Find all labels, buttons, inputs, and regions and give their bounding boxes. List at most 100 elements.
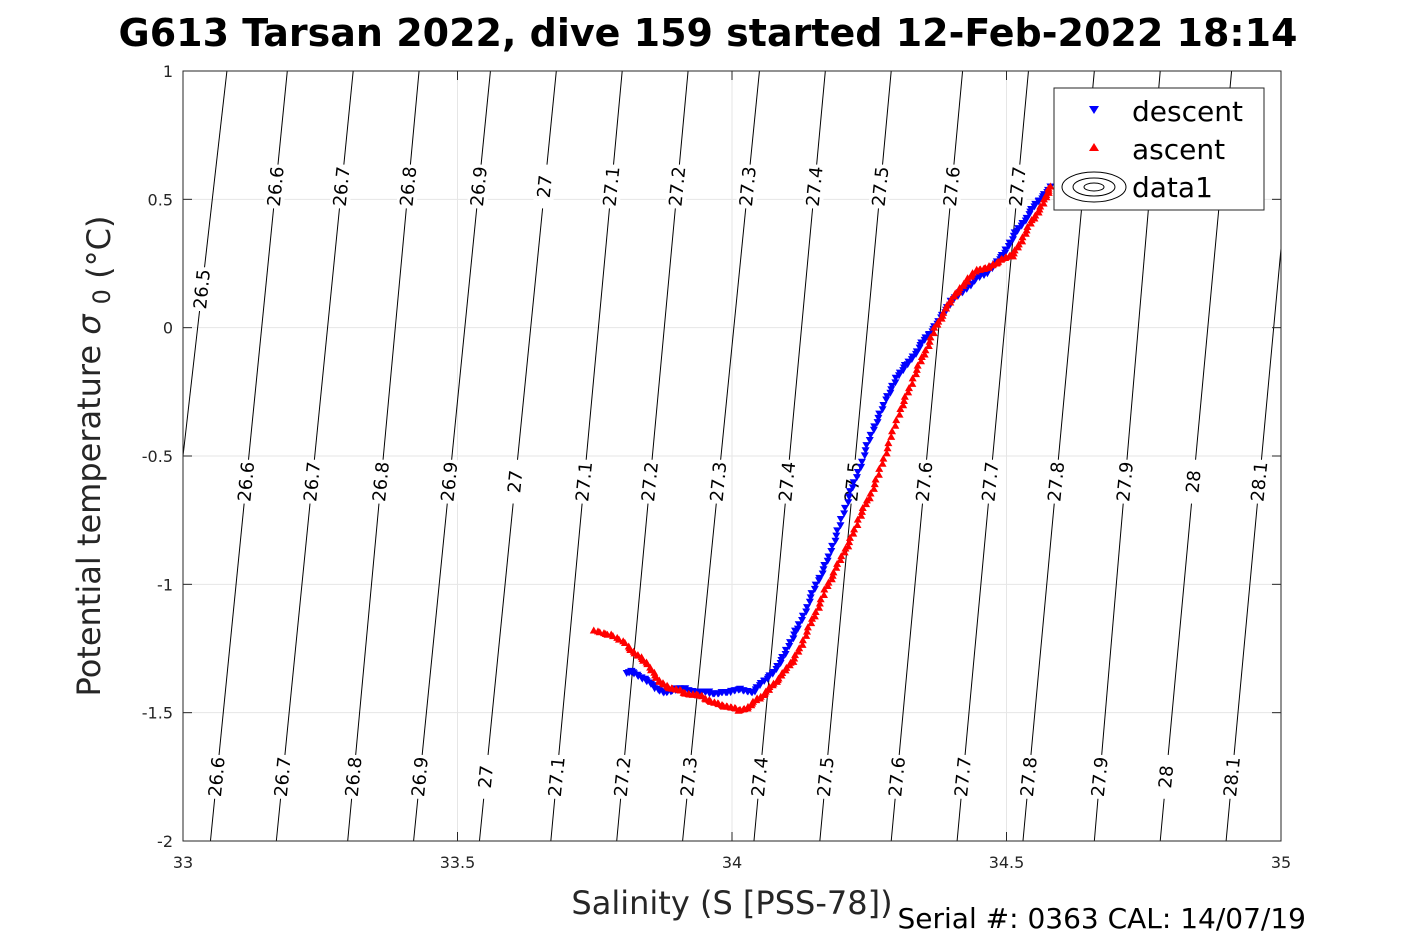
contour-label-text: 27.5 <box>814 756 839 798</box>
contour-label-text: 26.5 <box>190 268 215 310</box>
descent-point <box>831 537 840 545</box>
contour-label-text: 26.6 <box>234 461 259 503</box>
contour-label-28.1: 28.1 <box>1219 753 1245 800</box>
x-tick-label: 34 <box>722 853 742 872</box>
contour-label-bg <box>775 458 800 505</box>
descent-point <box>815 574 824 582</box>
contour-label-text: 28 <box>1155 764 1178 789</box>
contour-label-26.6: 26.6 <box>204 753 230 800</box>
ascent-point <box>924 341 933 349</box>
descent-point <box>862 442 871 450</box>
descent-point <box>888 382 897 390</box>
ascent-point <box>888 427 897 435</box>
x-tick-label: 33.5 <box>440 853 476 872</box>
ascent-point <box>829 568 838 576</box>
y-axis-label-symbol: σ <box>70 313 108 335</box>
ascent-point <box>908 379 917 387</box>
contour-label-27.2: 27.2 <box>665 163 690 210</box>
ascent-point <box>895 410 904 418</box>
contour-label-text: 27.1 <box>600 166 625 208</box>
contour-label-bg <box>1181 458 1206 505</box>
contour-label-27.9: 27.9 <box>1087 753 1113 800</box>
descent-point <box>778 654 787 662</box>
ascent-point <box>845 538 854 546</box>
contour-label-text: 27.1 <box>545 756 570 798</box>
ascent-point <box>1039 199 1048 207</box>
contour-line-26.5 <box>183 71 228 461</box>
contour-label-bg <box>1087 753 1112 800</box>
descent-point <box>857 463 866 471</box>
descent-point <box>790 631 799 639</box>
legend-descent-marker <box>1089 106 1099 114</box>
y-tick-label: -2 <box>157 832 173 851</box>
ascent-point <box>926 333 935 341</box>
x-axis-label: Salinity (S [PSS-78]) <box>571 884 892 922</box>
contour-label-bg <box>263 163 288 210</box>
ascent-point <box>857 507 866 515</box>
y-tick-label: 0 <box>163 319 173 338</box>
contour-label-text: 27.8 <box>1017 756 1042 798</box>
ascent-point <box>921 346 930 354</box>
ascent-point <box>840 548 849 556</box>
contour-label-bg <box>204 753 229 800</box>
contour-label-bg <box>270 753 295 800</box>
contour-label-text: 27 <box>534 174 557 199</box>
descent-point <box>832 532 841 540</box>
y-axis-label-unit: (°C) <box>80 216 118 279</box>
contour-label-bg <box>1016 753 1042 800</box>
descent-point <box>853 469 862 476</box>
ascent-point <box>929 329 938 337</box>
contour-label-27.2: 27.2 <box>637 458 663 505</box>
contour-label-bg <box>437 458 462 505</box>
contour-label-text: 26.9 <box>438 461 463 503</box>
ascent-point <box>878 459 887 467</box>
descent-point <box>845 493 854 501</box>
descent-point <box>875 410 884 418</box>
contour-label-27: 27 <box>503 458 528 505</box>
contour-label-bg <box>189 266 215 313</box>
contour-label-27.6: 27.6 <box>912 458 937 505</box>
ascent-point <box>803 623 812 631</box>
descent-point <box>803 604 812 612</box>
ascent-point <box>912 370 920 378</box>
contour-label-text: 26.8 <box>342 756 367 798</box>
contour-label-26.6: 26.6 <box>234 458 259 505</box>
descent-point <box>849 479 858 487</box>
y-axis-ticks: -2 -1.5 -1 -0.5 0 0.5 1 <box>142 62 1281 851</box>
descent-point <box>836 515 845 523</box>
contour-label-bg <box>300 458 325 505</box>
ascent-point <box>916 357 925 365</box>
y-axis-label-subscript: 0 <box>88 289 116 304</box>
descent-point <box>1009 232 1018 240</box>
contour-label-bg <box>473 753 499 800</box>
contour-label-26.8: 26.8 <box>368 458 394 505</box>
contour-label-bg <box>572 458 597 505</box>
contour-label-text: 27.9 <box>1113 461 1138 503</box>
contour-label-27.3: 27.3 <box>735 163 761 210</box>
contour-label-27.1: 27.1 <box>599 163 625 210</box>
descent-point <box>1004 243 1013 251</box>
y-tick-label: 1 <box>163 62 173 81</box>
descent-point <box>805 598 814 606</box>
svg-text:Potential temperature: Potential temperature σ 0 (°C) <box>70 216 118 697</box>
contour-label-text: 27.7 <box>951 756 976 798</box>
ascent-point <box>925 337 934 345</box>
contour-label-text: 27.5 <box>869 166 894 208</box>
descent-point <box>882 396 891 404</box>
ascent-point <box>904 388 913 396</box>
contour-label-bg <box>637 458 663 505</box>
contour-label-27.6: 27.6 <box>885 753 910 800</box>
contour-label-27.6: 27.6 <box>939 163 965 210</box>
contour-label-text: 27.2 <box>665 166 690 208</box>
descent-point <box>828 542 837 550</box>
contour-label-bg <box>868 163 893 210</box>
contour-label-bg <box>407 753 433 800</box>
contour-label-26.5: 26.5 <box>189 266 215 313</box>
contour-label-bg <box>706 458 731 505</box>
legend-ascent-label: ascent <box>1132 133 1225 166</box>
contour-label-text: 27.4 <box>775 461 800 503</box>
ascent-point <box>849 529 858 537</box>
contour-label-26.9: 26.9 <box>466 163 492 210</box>
contour-label-text: 28.1 <box>1220 756 1245 798</box>
contour-label-27.8: 27.8 <box>1016 753 1042 800</box>
